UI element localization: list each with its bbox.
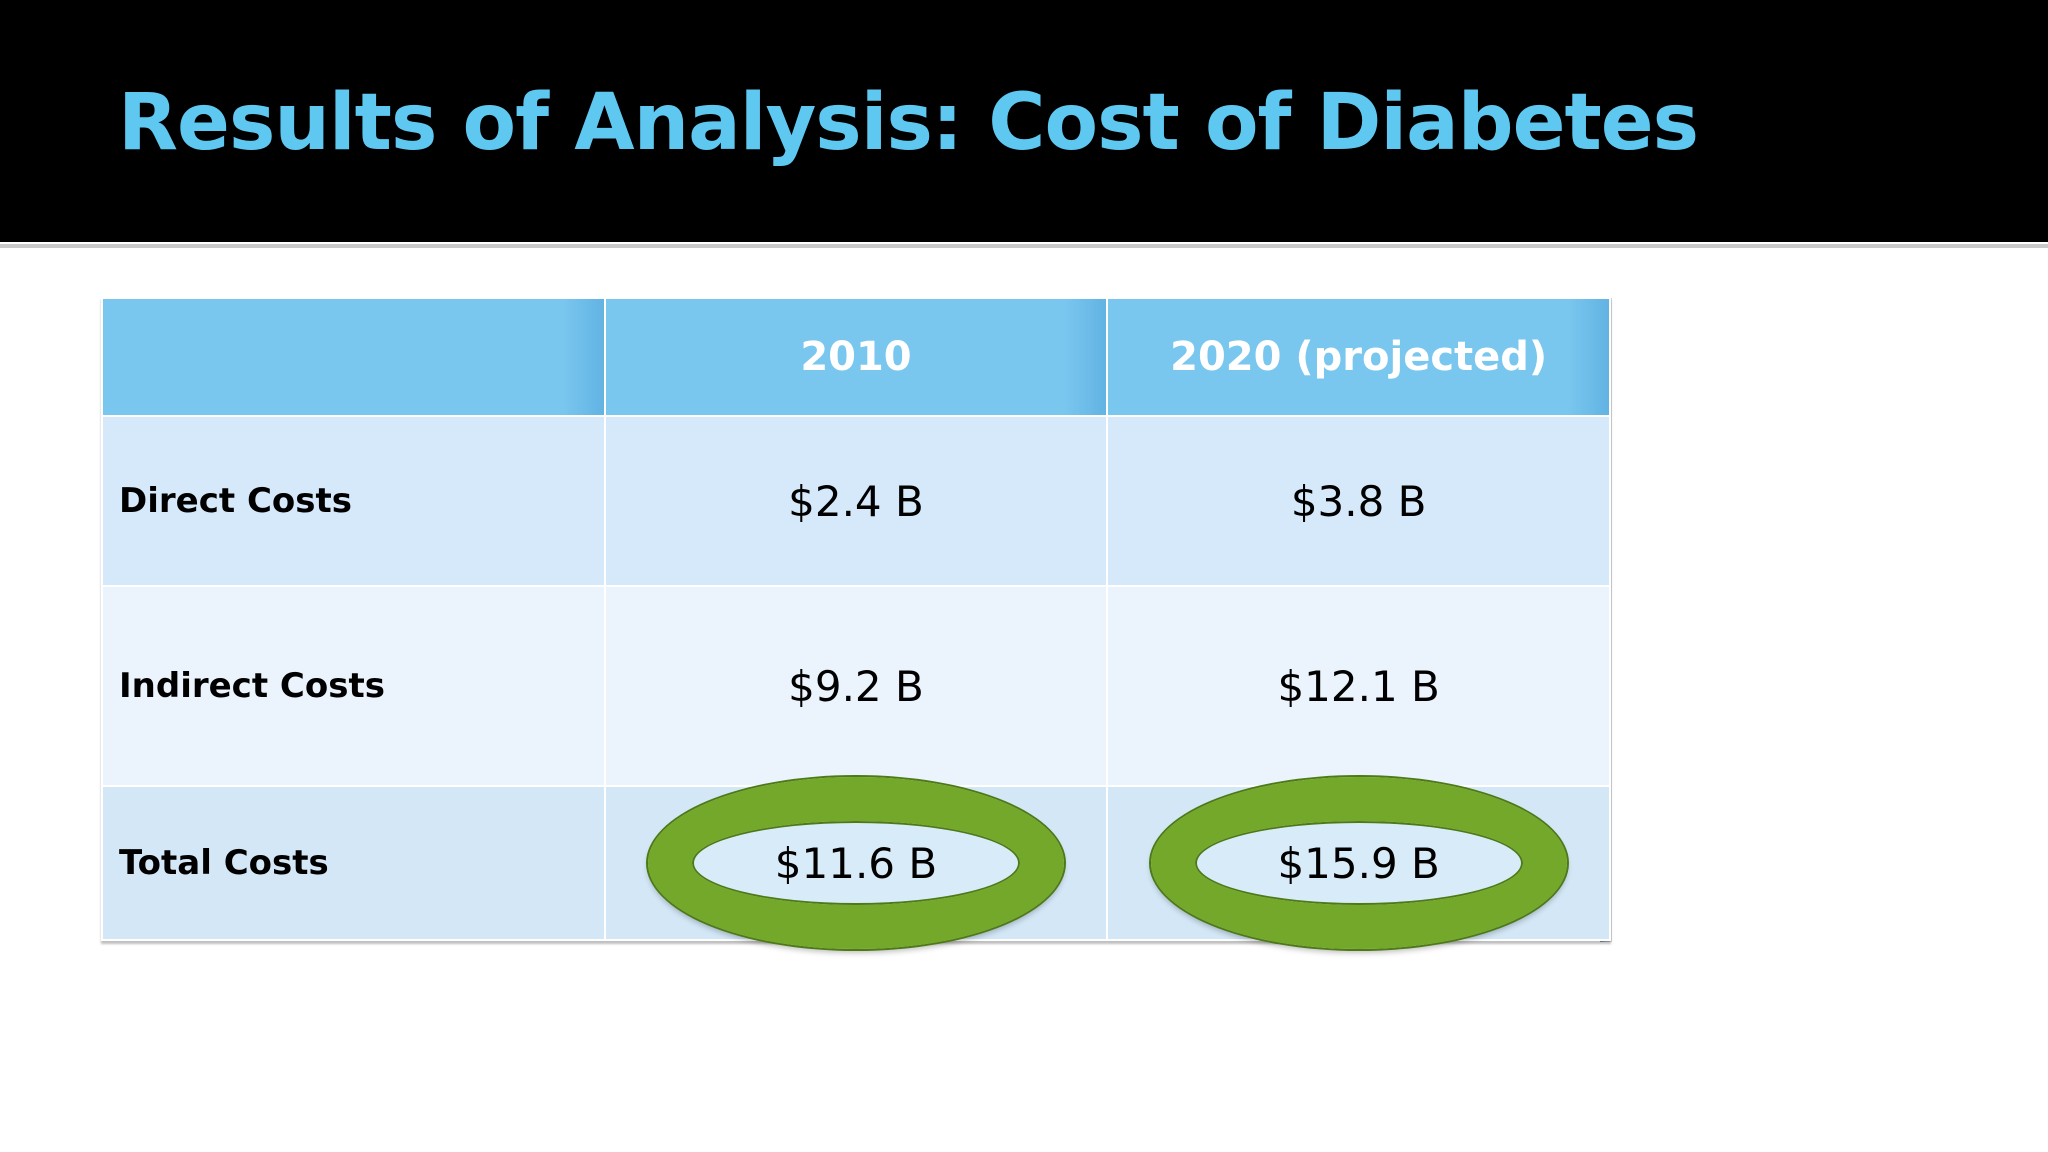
cell-total-2020: $15.9 B xyxy=(1106,777,1611,949)
header-cell-2020-projected: 2020 (projected) xyxy=(1106,297,1611,417)
table-row-direct-costs: Direct Costs $2.4 B $3.8 B xyxy=(101,415,1611,587)
cell-direct-2020: $3.8 B xyxy=(1106,415,1611,587)
row-label-total-costs: Total Costs xyxy=(101,785,606,941)
cost-table: 2010 2020 (projected) Direct Costs $2.4 … xyxy=(101,297,1611,949)
value-total-2010: $11.6 B xyxy=(774,838,938,888)
cell-indirect-2010: $9.2 B xyxy=(603,585,1109,787)
header-cell-empty xyxy=(101,297,606,417)
value-indirect-2020: $12.1 B xyxy=(1277,661,1440,711)
cell-total-2010: $11.6 B xyxy=(603,777,1109,949)
value-direct-2010: $2.4 B xyxy=(788,476,924,526)
value-total-2020: $15.9 B xyxy=(1277,838,1440,888)
cell-direct-2010: $2.4 B xyxy=(603,415,1109,587)
table-header-row: 2010 2020 (projected) xyxy=(101,297,1611,417)
header-cell-2010: 2010 xyxy=(603,297,1109,417)
row-label-direct-costs: Direct Costs xyxy=(101,415,606,587)
title-divider xyxy=(0,244,2048,248)
table-row-indirect-costs: Indirect Costs $9.2 B $12.1 B xyxy=(101,585,1611,787)
value-direct-2020: $3.8 B xyxy=(1290,476,1427,526)
slide-title: Results of Analysis: Cost of Diabetes xyxy=(118,78,1699,168)
value-indirect-2010: $9.2 B xyxy=(788,661,924,711)
title-band xyxy=(0,0,2048,242)
cell-indirect-2020: $12.1 B xyxy=(1106,585,1611,787)
table-row-total-costs: Total Costs $11.6 B $15.9 B xyxy=(101,777,1611,949)
row-label-indirect-costs: Indirect Costs xyxy=(101,585,606,787)
